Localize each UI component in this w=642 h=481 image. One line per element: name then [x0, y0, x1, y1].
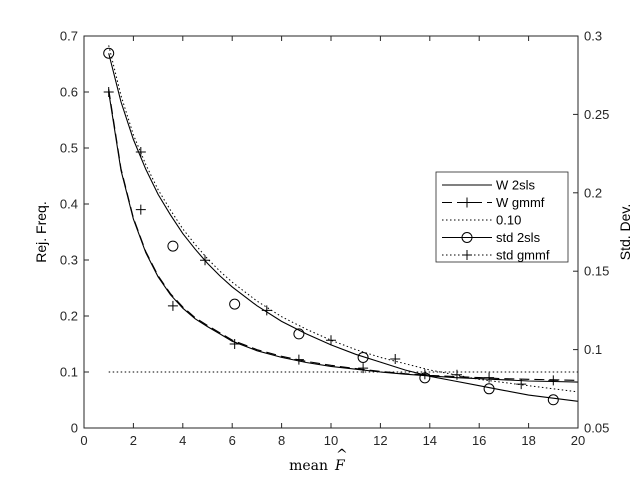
x-axis-title: mean F ^ [289, 447, 348, 474]
y-left-tick-label: 0.2 [60, 309, 78, 324]
x-tick-label: 8 [278, 433, 285, 448]
plus-marker [484, 372, 495, 383]
y-right-tick-label: 0.2 [584, 185, 602, 200]
y-left-tick-label: 0.4 [60, 197, 78, 212]
x-tick-label: 14 [423, 433, 437, 448]
legend: W 2sls W gmmf 0.10 std 2sls std gmmf [435, 171, 569, 263]
y-left-tick-label: 0.3 [60, 253, 78, 268]
y-right-tick-label: 0.3 [584, 29, 602, 44]
circle-marker [293, 328, 305, 340]
x-tick-label: 18 [521, 433, 535, 448]
y-left-tick-label: 0 [71, 421, 78, 436]
plus-marker [135, 204, 146, 215]
series-line [108, 91, 579, 383]
series-w-2sls [108, 91, 579, 383]
plus-marker [548, 375, 559, 386]
legend-entry: std gmmf [442, 248, 550, 263]
y-right-tick-label: 0.1 [584, 342, 602, 357]
circle-marker [419, 372, 431, 384]
circle-marker [229, 298, 241, 310]
series-line [108, 45, 579, 393]
series-line [108, 89, 579, 381]
plus-marker [390, 354, 401, 365]
series-line [108, 53, 579, 402]
plus-marker [229, 339, 240, 349]
plus-marker [200, 255, 211, 266]
plus-marker [462, 197, 472, 208]
legend-label: std gmmf [496, 248, 550, 263]
plus-marker [261, 305, 272, 316]
circle-marker [167, 240, 179, 252]
y-left-tick-label: 0.5 [60, 141, 78, 156]
y-axis-right-title: Std. Dev. [617, 204, 633, 261]
legend-label: W 2sls [496, 178, 536, 193]
y-axis-right: 0.05 0.1 0.15 0.2 0.25 0.3 [573, 29, 609, 436]
x-axis-title-hat: ^ [336, 447, 348, 463]
series-std-gmmf [108, 45, 579, 393]
circle-marker [357, 351, 369, 363]
x-tick-label: 16 [472, 433, 486, 448]
circle-marker [461, 232, 473, 243]
series-layer [103, 45, 579, 406]
legend-entry: std 2sls [442, 230, 541, 245]
x-tick-label: 4 [179, 433, 186, 448]
y-axis-left: 0 0.1 0.2 0.3 0.4 0.5 0.6 0.7 [60, 29, 89, 436]
x-tick-label: 0 [80, 433, 87, 448]
plus-marker [167, 300, 178, 311]
circle-marker [483, 383, 495, 395]
y-right-tick-label: 0.25 [584, 107, 609, 122]
plus-marker [326, 335, 336, 346]
plus-marker [103, 87, 114, 97]
legend-label: 0.10 [496, 213, 521, 228]
x-tick-label: 2 [130, 433, 137, 448]
y-left-tick-label: 0.6 [60, 85, 78, 100]
series-std-2sls [103, 47, 579, 406]
x-axis-title-symbol: F [334, 458, 346, 474]
circle-marker [103, 47, 115, 59]
plus-marker [462, 250, 472, 260]
x-tick-label: 20 [571, 433, 585, 448]
plus-marker [293, 354, 304, 365]
x-axis-title-text: mean [289, 458, 328, 474]
legend-label: std 2sls [496, 230, 541, 245]
legend-entry: 0.10 [442, 213, 521, 228]
plus-marker [451, 369, 462, 380]
circle-marker [547, 394, 559, 406]
legend-box [435, 171, 569, 263]
legend-label: W gmmf [496, 195, 545, 210]
plus-marker [516, 379, 527, 390]
y-left-tick-label: 0.1 [60, 365, 78, 380]
y-right-tick-label: 0.05 [584, 421, 609, 436]
x-tick-label: 12 [373, 433, 387, 448]
y-right-tick-label: 0.15 [584, 264, 609, 279]
plus-marker [135, 147, 146, 158]
plus-marker [358, 363, 369, 374]
series-w-gmmf [103, 87, 579, 386]
x-tick-label: 6 [229, 433, 236, 448]
y-axis-left-title: Rej. Freq. [33, 201, 49, 262]
x-axis: 0 2 4 6 8 10 12 14 16 18 20 [80, 36, 585, 448]
legend-entry: W 2sls [442, 178, 536, 193]
x-tick-label: 10 [324, 433, 338, 448]
legend-entry: W gmmf [442, 195, 545, 210]
y-left-tick-label: 0.7 [60, 29, 78, 44]
